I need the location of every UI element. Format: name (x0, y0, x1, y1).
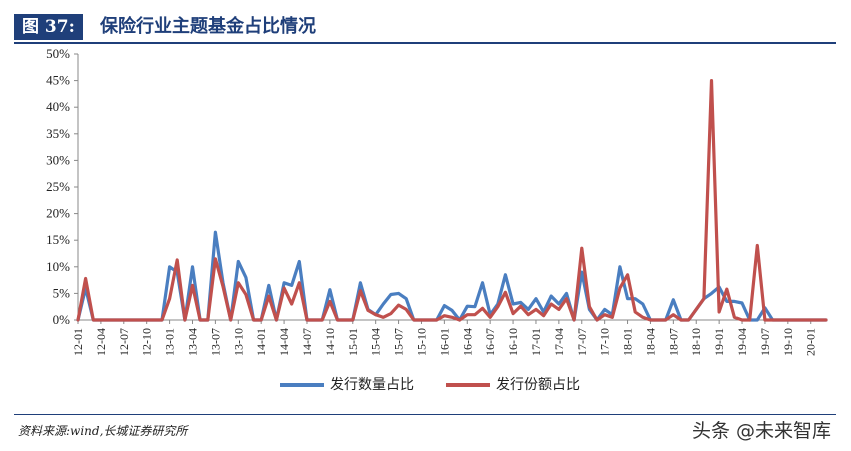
chart-title: 保险行业主题基金占比情况 (100, 16, 316, 37)
x-tick-label: 16-01 (437, 328, 451, 356)
x-tick-label: 14-01 (254, 328, 268, 356)
figure-header: 图 37: 保险行业主题基金占比情况 (14, 12, 836, 44)
legend-swatch-share (446, 383, 490, 387)
figure-number: 图 37: (14, 14, 83, 40)
x-tick-label: 12-04 (94, 328, 108, 356)
x-tick-label: 15-10 (414, 328, 428, 356)
legend-item-count: 发行数量占比 (280, 374, 414, 396)
y-tick-label: 45% (46, 73, 70, 88)
x-tick-label: 13-01 (163, 328, 177, 356)
legend-label-count: 发行数量占比 (330, 377, 414, 393)
x-tick-label: 13-10 (231, 328, 245, 356)
line-chart: 0% 5% 10% 15% 20% 25% 30% 35% 40% 45% 50% 12-01 12-0… (46, 46, 828, 356)
x-tick-label: 16-07 (483, 328, 497, 356)
x-tick-label: 13-04 (185, 328, 199, 356)
x-tick-label: 17-04 (552, 328, 566, 356)
x-tick-label: 12-10 (140, 328, 154, 356)
y-tick-label: 15% (46, 232, 70, 247)
y-tick-label: 50% (46, 46, 70, 61)
x-tick-label: 19-10 (781, 328, 795, 356)
legend-label-share: 发行份额占比 (496, 377, 580, 393)
footer-divider (14, 414, 836, 415)
x-tick-label: 15-07 (392, 328, 406, 356)
y-tick-label: 20% (46, 206, 70, 221)
x-tick-label: 16-10 (506, 328, 520, 356)
x-tick-label: 18-04 (643, 328, 657, 356)
x-tick-label: 12-07 (117, 328, 131, 356)
watermark: 头条 @未来智库 (691, 420, 831, 442)
x-tick-label: 15-04 (369, 328, 383, 356)
x-tick-label: 18-01 (621, 328, 635, 356)
x-tick-label: 20-01 (804, 328, 818, 356)
y-tick-label: 40% (46, 99, 70, 114)
series-line-1 (76, 78, 828, 322)
x-tick-label: 18-10 (689, 328, 703, 356)
x-tick-label: 14-04 (277, 328, 291, 356)
x-tick-label: 13-07 (208, 328, 222, 356)
x-tick-label: 19-04 (735, 328, 749, 356)
y-tick-label: 35% (46, 126, 70, 141)
y-tick-label: 25% (46, 179, 70, 194)
series-line-0 (76, 230, 828, 322)
x-tick-label: 17-01 (529, 328, 543, 356)
legend: 发行数量占比 发行份额占比 (0, 374, 851, 398)
y-tick-label: 5% (53, 285, 71, 300)
legend-swatch-count (280, 383, 324, 387)
x-tick-label: 17-10 (598, 328, 612, 356)
y-tick-label: 10% (46, 259, 70, 274)
x-tick-label: 19-01 (712, 328, 726, 356)
y-tick-label: 30% (46, 152, 70, 167)
x-tick-label: 19-07 (758, 328, 772, 356)
x-tick-label: 18-07 (666, 328, 680, 356)
legend-item-share: 发行份额占比 (446, 374, 580, 396)
x-tick-label: 14-07 (300, 328, 314, 356)
x-tick-label: 12-01 (71, 328, 85, 356)
x-tick-label: 14-10 (323, 328, 337, 356)
source-note: 资料来源:wind,长城证券研究所 (18, 424, 188, 438)
y-tick-label: 0% (53, 312, 71, 327)
x-tick-label: 15-01 (346, 328, 360, 356)
x-tick-label: 17-07 (575, 328, 589, 356)
x-tick-label: 16-04 (460, 328, 474, 356)
